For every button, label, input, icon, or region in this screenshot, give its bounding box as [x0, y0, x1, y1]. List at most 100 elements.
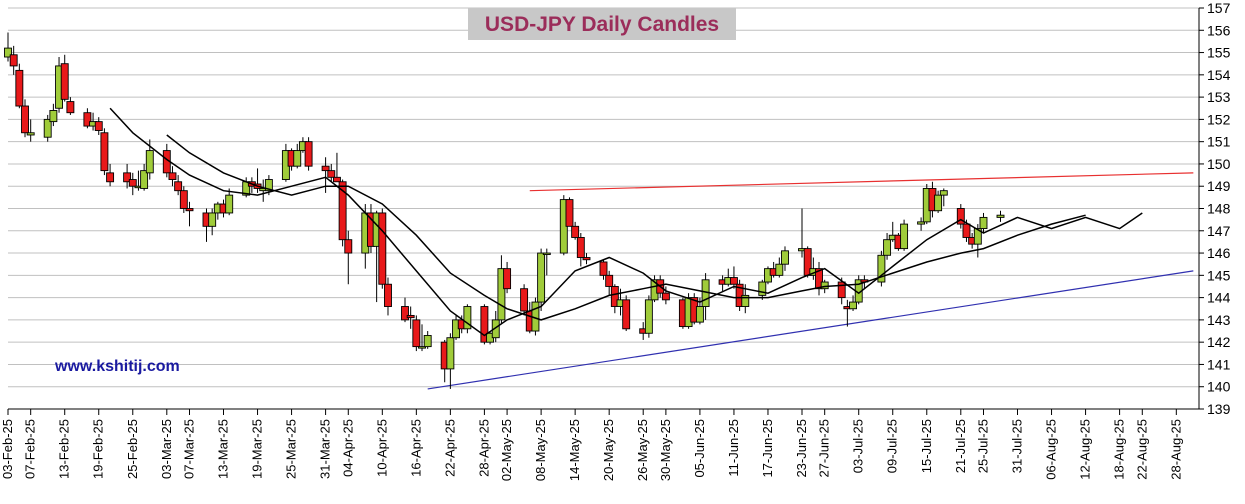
y-tick-label: 140: [1207, 379, 1231, 395]
x-tick-label: 25-Feb-25: [125, 419, 140, 479]
candle-body: [26, 132, 35, 136]
candle: [174, 175, 183, 196]
candle-body: [939, 190, 948, 196]
candle: [996, 210, 1005, 222]
x-tick-label: 16-Apr-25: [408, 419, 423, 477]
y-tick-label: 150: [1207, 156, 1231, 172]
candle: [106, 163, 115, 187]
candle: [775, 257, 784, 278]
candle: [503, 261, 512, 294]
candle: [576, 233, 585, 267]
candle: [497, 255, 506, 325]
candle-body: [225, 194, 234, 214]
candle: [344, 230, 353, 285]
candle: [406, 306, 415, 329]
candle-body: [661, 292, 670, 301]
long-ma-line: [166, 134, 1086, 321]
candle: [168, 166, 177, 187]
x-tick-label: 22-Apr-25: [442, 419, 457, 477]
candle-body: [877, 254, 886, 283]
candle-body: [128, 179, 137, 187]
candle: [60, 54, 69, 102]
candle-body: [179, 190, 188, 209]
candle-body: [503, 268, 512, 290]
candle-body: [21, 105, 29, 134]
x-tick-label: 27-Jun-25: [817, 419, 832, 478]
y-tick-label: 157: [1207, 0, 1231, 16]
candle: [644, 295, 653, 338]
candle-body: [406, 314, 415, 319]
moving-averages: [109, 107, 1143, 337]
candle-body: [979, 216, 988, 230]
candle: [877, 250, 886, 287]
x-tick-label: 23-Jun-25: [794, 419, 809, 478]
candle-body: [66, 101, 75, 114]
candle: [661, 286, 670, 305]
candle: [100, 128, 109, 176]
y-tick-label: 147: [1207, 223, 1231, 239]
y-tick-label: 154: [1207, 67, 1231, 83]
candle: [66, 97, 75, 115]
candle: [542, 248, 551, 276]
x-tick-label: 21-Jul-25: [953, 419, 968, 473]
candle-body: [378, 212, 387, 285]
candle-body: [729, 277, 738, 285]
candle: [185, 201, 194, 227]
candles: [4, 32, 1005, 389]
x-tick-label: 14-May-25: [567, 419, 582, 481]
candle-body: [60, 63, 69, 100]
x-tick-label: 28-Aug-25: [1168, 419, 1183, 480]
y-tick-label: 148: [1207, 201, 1231, 217]
candle-body: [644, 299, 653, 334]
candle: [571, 221, 580, 240]
candle: [610, 284, 619, 314]
candle-body: [565, 199, 574, 227]
x-tick-label: 20-May-25: [601, 419, 616, 481]
candle-body: [100, 132, 109, 172]
candle: [83, 108, 92, 129]
chart-title-group: USD-JPY Daily Candles: [468, 8, 736, 40]
candle-body: [542, 252, 551, 256]
candle: [26, 119, 35, 142]
candle-body: [576, 237, 585, 258]
x-tick-label: 31-Mar-25: [318, 419, 333, 479]
x-tick-label: 25-Jul-25: [975, 419, 990, 473]
candle-body: [264, 179, 273, 192]
candle-body: [605, 274, 614, 287]
x-tick-label: 30-May-25: [658, 419, 673, 481]
candle: [883, 233, 892, 260]
y-tick-label: 139: [1207, 401, 1231, 417]
candle: [327, 163, 336, 182]
candle-body: [401, 306, 409, 321]
y-tick-label: 143: [1207, 312, 1231, 328]
candle: [520, 284, 529, 316]
candle: [140, 163, 149, 191]
y-tick-label: 151: [1207, 134, 1231, 150]
candle: [605, 270, 614, 296]
candle: [565, 197, 574, 227]
x-tick-label: 03-Mar-25: [159, 419, 174, 479]
y-tick-label: 145: [1207, 267, 1231, 283]
y-tick-label: 146: [1207, 245, 1231, 261]
candle: [599, 259, 608, 280]
x-tick-label: 28-Apr-25: [476, 419, 491, 477]
candle: [418, 324, 426, 352]
x-tick-label: 09-Jul-25: [885, 419, 900, 473]
candle-body: [412, 319, 421, 348]
candle-body: [145, 150, 154, 174]
lower-trendline: [427, 270, 1194, 390]
axes: 139 140 141 142 143 144 145 146 147 148 149 150 151 1…: [0, 0, 1231, 481]
candle-body: [418, 346, 426, 349]
candle-body: [185, 208, 194, 212]
candle-body: [758, 281, 767, 296]
chart-title-box: [468, 8, 736, 40]
watermark: www.kshitij.com: [54, 358, 180, 375]
candle: [384, 277, 392, 316]
candle: [815, 261, 823, 296]
x-tick-label: 05-Jun-25: [692, 419, 707, 478]
candle: [128, 172, 137, 196]
candle-body: [83, 112, 92, 127]
candle: [491, 310, 500, 343]
candle: [956, 204, 965, 229]
